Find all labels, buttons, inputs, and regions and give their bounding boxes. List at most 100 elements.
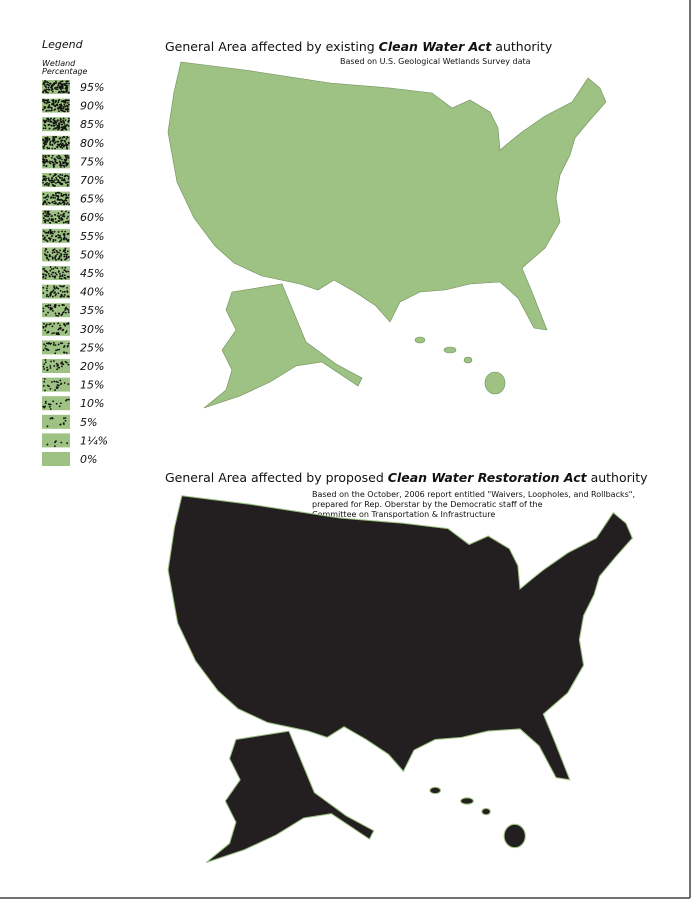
wetland-dot [169,260,172,263]
swatch-dot [59,85,62,88]
wetland-dot [192,379,195,382]
wetland-dot [330,374,333,377]
wetland-dot [452,307,455,310]
swatch-dot [53,142,56,145]
swatch-dot [51,325,54,328]
swatch-dot [58,181,61,184]
wetland-dot [220,333,223,337]
wetland-dot [303,327,306,330]
wetland-dot [247,393,250,396]
wetland-dot [211,300,214,303]
wetland-dot [376,312,379,316]
swatch-dot [46,271,49,274]
wetland-dot [410,71,414,74]
wetland-dot [185,391,188,394]
swatch-dot [51,252,54,254]
wetland-dot [168,246,170,249]
wetland-dot [199,254,202,258]
wetland-dot [578,319,581,322]
swatch-dot [57,157,60,160]
wetland-dot [481,302,484,305]
swatch-dot [61,183,64,186]
wetland-dot [505,317,508,320]
wetland-dot [184,331,188,334]
swatch-dot [49,343,52,345]
wetland-dot [580,149,583,152]
wetland-dot [500,316,503,320]
wetland-dot [422,314,426,317]
swatch-dot [60,166,62,168]
swatch-dot [66,250,69,253]
swatch-dot [67,120,70,123]
swatch-dot [57,154,60,157]
swatch-dot [46,251,49,254]
wetland-dot [584,317,587,320]
swatch-dot [57,271,60,273]
wetland-dot [290,370,293,373]
swatch-dot [51,381,53,383]
swatch-dot [47,232,50,234]
wetland-dot [168,382,171,386]
swatch-dot [63,284,66,287]
wetland-dot [272,405,275,408]
wetland-dot [270,384,273,387]
wetland-dot [593,170,597,173]
wetland-dot [408,81,411,84]
swatch-dot [53,200,56,203]
swatch-dot [42,83,45,85]
swatch-dot [55,86,57,89]
swatch-dot [64,110,66,113]
wetland-dot [475,396,478,400]
swatch-dot [53,285,56,287]
swatch-dot [46,240,49,243]
swatch-dot [49,142,52,144]
wetland-dot [426,319,429,323]
wetland-dot [435,71,438,74]
swatch-dot [59,146,62,149]
wetland-dot [577,283,580,286]
wetland-dot [464,86,467,90]
swatch-dot [55,88,58,91]
wetland-dot [196,377,199,380]
wetland-dot [192,324,195,327]
swatch-dot [62,233,65,235]
swatch-dot [45,295,48,297]
wetland-dot [291,396,294,399]
wetland-dot [476,352,479,355]
wetland-dot [601,77,605,80]
wetland-dot [193,386,196,389]
wetland-dot [472,347,475,350]
swatch-dot [60,238,63,241]
swatch-dot [47,83,50,86]
swatch-dot [64,417,67,419]
wetland-dot [558,240,562,243]
wetland-dot [502,137,506,141]
wetland-dot [607,83,609,85]
swatch-dot [63,122,66,125]
swatch-dot [47,272,50,275]
wetland-dot [605,328,606,331]
swatch-dot [44,359,47,361]
wetland-dot [211,338,214,341]
wetland-dot [443,88,446,91]
swatch-dot [67,363,70,366]
swatch-dot [65,311,67,314]
wetland-dot [564,176,567,179]
swatch-dot [64,193,67,196]
wetland-dot [500,352,504,355]
swatch-dot [49,292,52,295]
wetland-dot [403,303,407,306]
wetland-dot [504,99,507,102]
swatch-dot [48,403,51,406]
wetland-dot [219,302,223,305]
wetland-dot [333,304,336,307]
wetland-dot [432,300,435,303]
wetland-dot [239,281,242,285]
wetland-dot [514,82,518,85]
swatch-dot [54,141,57,144]
swatch-dot [67,270,70,273]
wetland-dot [452,74,455,78]
wetland-dot [165,397,167,399]
wetland-dot [584,189,588,193]
wetland-dot [581,174,584,177]
